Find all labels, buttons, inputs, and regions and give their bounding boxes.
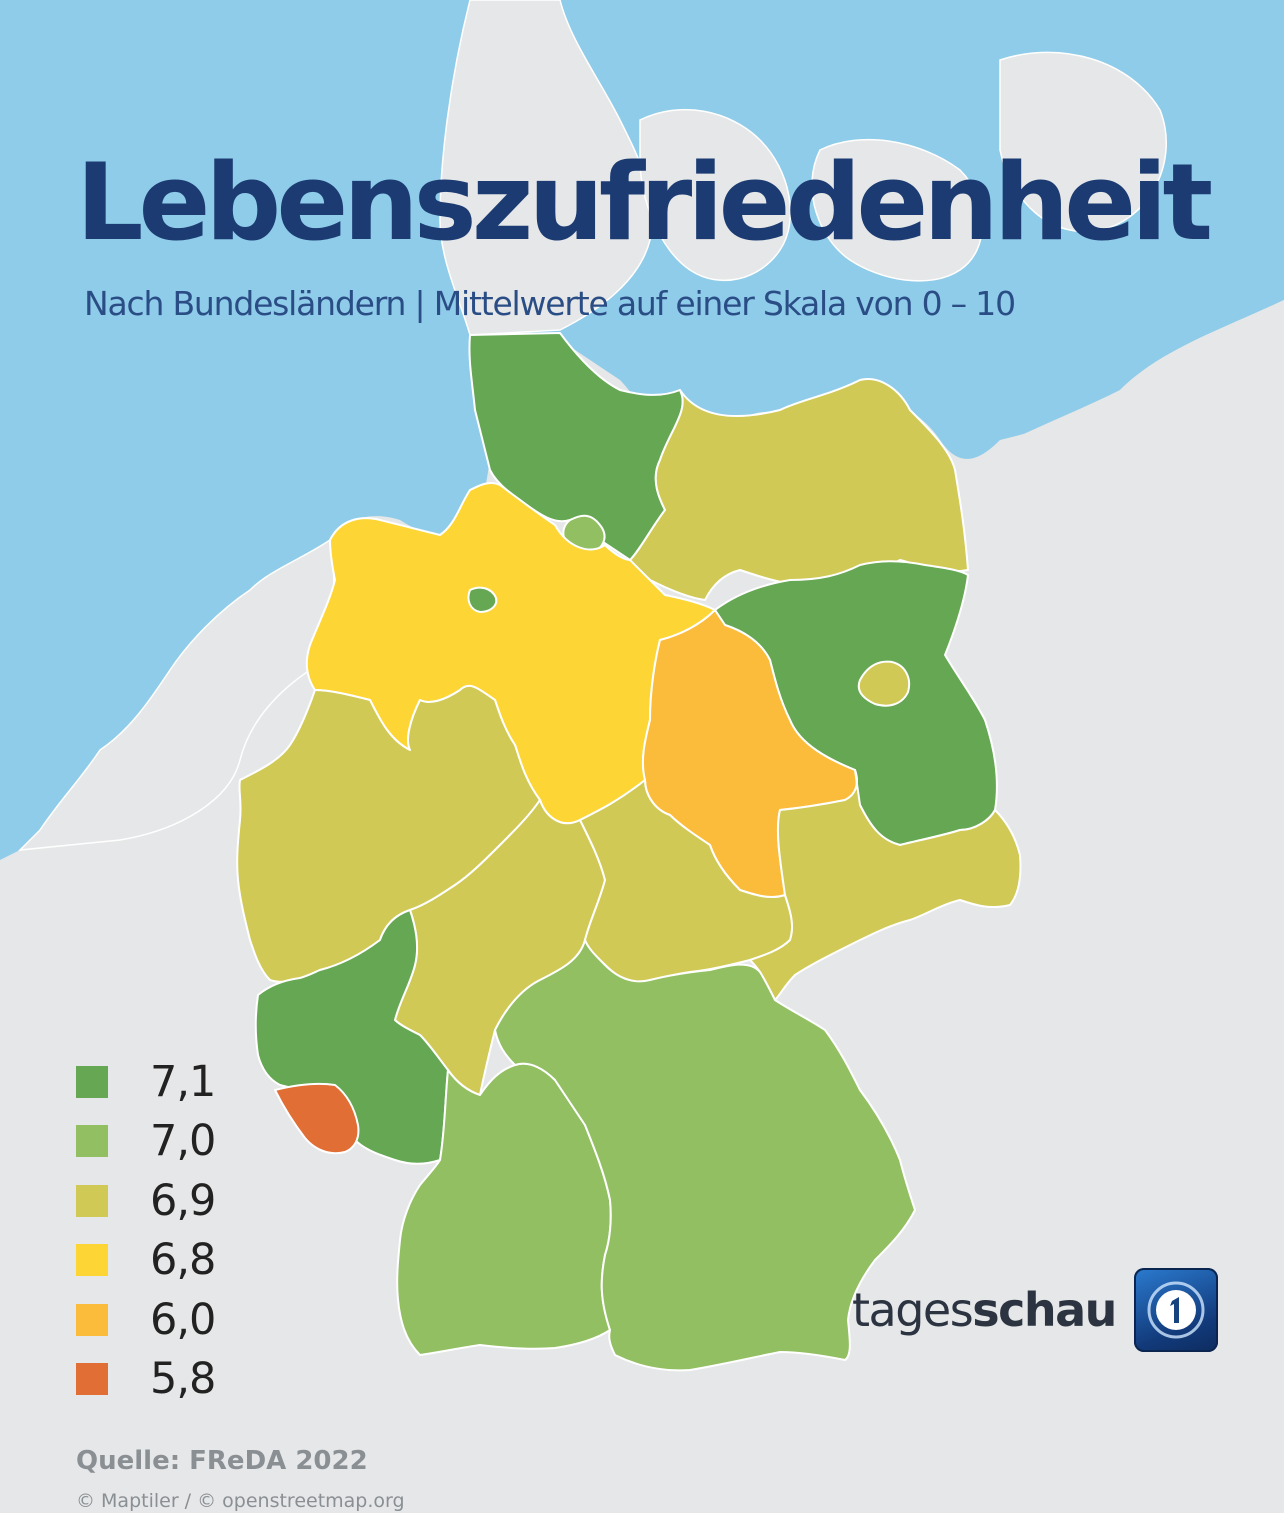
region-sachsen bbox=[749, 769, 1022, 1001]
legend-label: 7,1 bbox=[150, 1056, 216, 1107]
legend-label: 5,8 bbox=[150, 1354, 216, 1405]
legend-label: 6,0 bbox=[150, 1294, 216, 1345]
legend-swatch bbox=[76, 1303, 108, 1336]
legend-item: 6,8 bbox=[76, 1231, 216, 1291]
brand-name-bold: schau bbox=[972, 1283, 1117, 1337]
denmark bbox=[439, 0, 654, 336]
legend-label: 6,8 bbox=[150, 1235, 216, 1286]
map-credit: © Maptiler / © openstreetmap.org bbox=[76, 1490, 405, 1512]
page-subtitle: Nach Bundesländern | Mittelwerte auf ein… bbox=[84, 284, 1016, 323]
tagesschau-brand: tagesschau bbox=[852, 1268, 1218, 1352]
legend-label: 6,9 bbox=[150, 1175, 216, 1226]
legend-item: 6,0 bbox=[76, 1290, 216, 1350]
legend-item: 5,8 bbox=[76, 1350, 216, 1410]
legend-item: 6,9 bbox=[76, 1171, 216, 1231]
source-note: Quelle: FReDA 2022 bbox=[76, 1446, 368, 1476]
legend-swatch bbox=[76, 1065, 108, 1098]
legend-swatch bbox=[76, 1244, 108, 1277]
page-title: Lebenszufriedenheit bbox=[76, 141, 1213, 264]
legend-label: 7,0 bbox=[150, 1116, 216, 1167]
region-saarland bbox=[274, 1082, 360, 1155]
region-berlin bbox=[857, 660, 911, 707]
legend-swatch bbox=[76, 1184, 108, 1217]
netherlands bbox=[17, 538, 335, 851]
legend-swatch bbox=[76, 1363, 108, 1396]
legend-swatch bbox=[76, 1125, 108, 1158]
brand-name-regular: tages bbox=[852, 1283, 974, 1337]
tagesschau-logo-icon bbox=[1133, 1268, 1218, 1352]
poland bbox=[960, 300, 1284, 900]
legend: 7,1 7,0 6,9 6,8 6,0 5,8 bbox=[76, 1052, 216, 1410]
region-bayern bbox=[494, 939, 916, 1372]
region-rheinland-pfalz bbox=[254, 909, 449, 1165]
legend-item: 7,1 bbox=[76, 1052, 216, 1112]
brand-wordmark: tagesschau bbox=[852, 1283, 1117, 1337]
danish-islands bbox=[639, 51, 1168, 282]
region-bremen bbox=[467, 586, 498, 613]
legend-item: 7,0 bbox=[76, 1112, 216, 1172]
